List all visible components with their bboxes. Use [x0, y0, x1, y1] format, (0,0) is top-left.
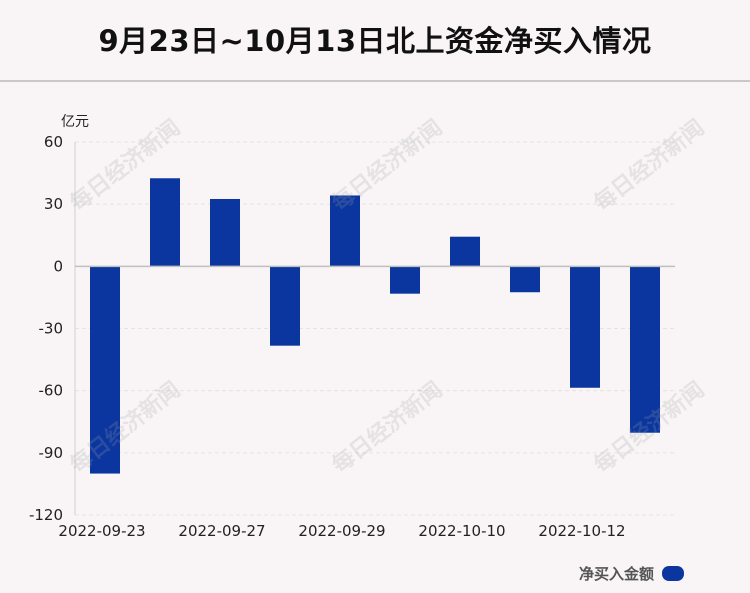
legend: 净买入金额 [579, 563, 684, 584]
y-unit-label: 亿元 [61, 114, 89, 130]
x-tick-label: 2022-09-29 [298, 522, 385, 540]
bar [570, 266, 600, 388]
y-tick-label: 30 [44, 195, 63, 213]
bar [330, 195, 360, 267]
y-tick-label: -120 [29, 506, 63, 524]
y-tick-label: -30 [39, 320, 64, 338]
y-tick-label: 60 [44, 133, 63, 151]
chart-title: 9月23日~10月13日北上资金净买入情况 [98, 24, 652, 58]
title-divider [0, 80, 750, 82]
bar [150, 178, 180, 267]
bar [510, 266, 540, 293]
legend-label: 净买入金额 [578, 565, 654, 583]
x-tick-label: 2022-09-23 [58, 522, 145, 540]
x-tick-label: 2022-10-10 [418, 522, 505, 540]
bar [270, 266, 300, 346]
x-tick-label: 2022-10-12 [538, 522, 625, 540]
legend-swatch [662, 566, 684, 581]
y-tick-label: 0 [53, 257, 63, 275]
bar [90, 266, 120, 474]
x-tick-label: 2022-09-27 [178, 522, 265, 540]
bar [210, 198, 240, 267]
y-tick-label: -60 [39, 382, 64, 400]
bar [390, 266, 420, 294]
bar [630, 266, 660, 433]
y-tick-label: -90 [39, 444, 64, 462]
bar [450, 236, 480, 267]
